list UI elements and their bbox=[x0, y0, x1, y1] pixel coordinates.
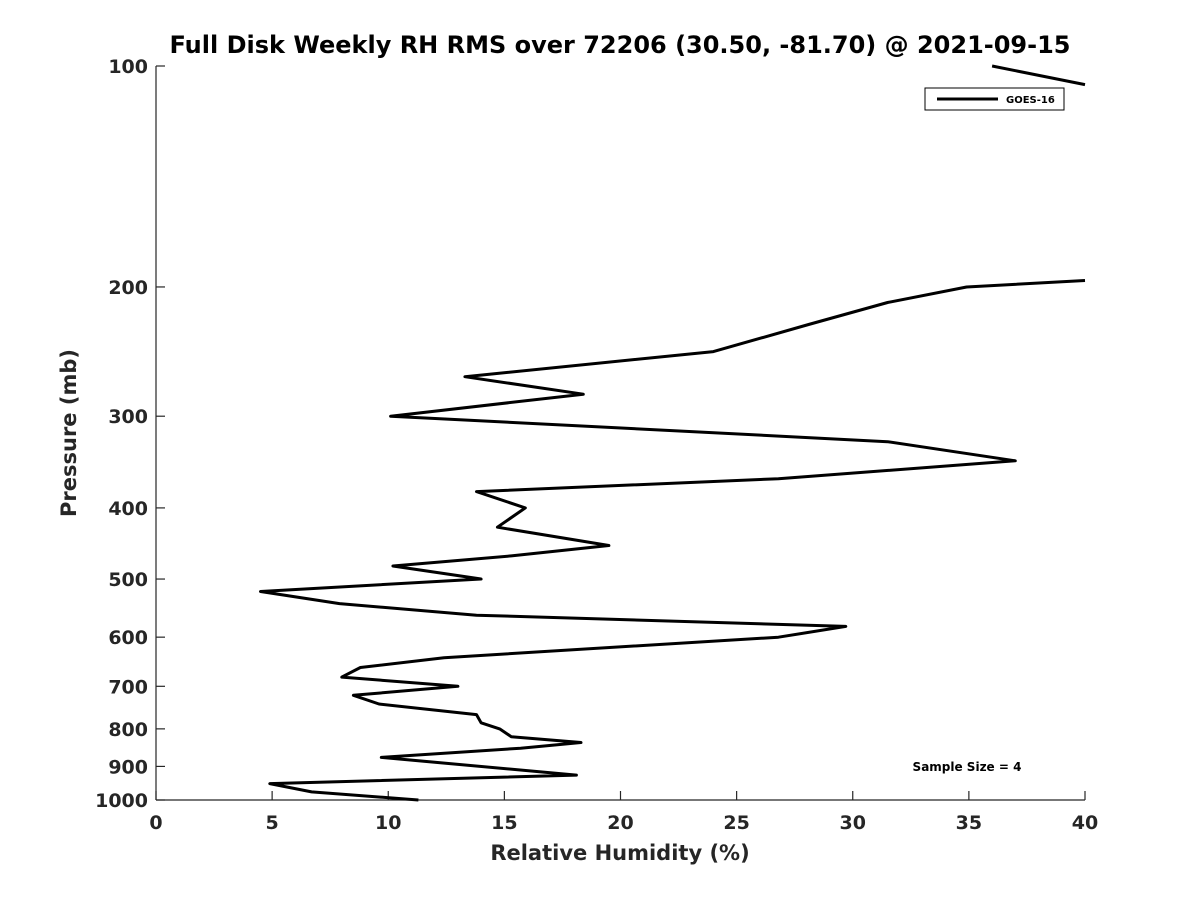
chart-title: Full Disk Weekly RH RMS over 72206 (30.5… bbox=[169, 31, 1070, 59]
y-tick-label: 300 bbox=[108, 406, 148, 428]
x-tick-label: 35 bbox=[956, 812, 982, 834]
y-tick-label: 200 bbox=[108, 277, 148, 299]
legend-label-goes-16: GOES-16 bbox=[1006, 95, 1055, 106]
y-tick-label: 600 bbox=[108, 627, 148, 649]
y-tick-label: 100 bbox=[108, 56, 148, 78]
y-tick-label: 1000 bbox=[95, 790, 148, 812]
axis-ticks: 0 5 10 15 20 25 30 35 40 100 200 300 400 500 600 700 800… bbox=[95, 56, 1098, 834]
x-tick-label: 15 bbox=[491, 812, 517, 834]
x-tick-label: 30 bbox=[840, 812, 866, 834]
x-tick-label: 5 bbox=[266, 812, 279, 834]
x-tick-label: 25 bbox=[723, 812, 749, 834]
y-tick-label: 400 bbox=[108, 498, 148, 520]
plot-axes bbox=[155, 66, 1085, 801]
series-line-goes-16-upper bbox=[991, 64, 1086, 87]
legend: GOES-16 bbox=[924, 87, 1065, 111]
y-tick-label: 500 bbox=[108, 569, 148, 591]
y-tick-label: 800 bbox=[108, 719, 148, 741]
x-tick-label: 40 bbox=[1072, 812, 1098, 834]
y-tick-label: 700 bbox=[108, 676, 148, 698]
x-axis-label: Relative Humidity (%) bbox=[490, 841, 749, 865]
x-tick-label: 0 bbox=[149, 812, 162, 834]
series-line-goes-16 bbox=[259, 279, 1086, 802]
y-axis-label: Pressure (mb) bbox=[57, 349, 81, 517]
sample-size-annotation: Sample Size = 4 bbox=[913, 760, 1022, 774]
x-tick-label: 10 bbox=[375, 812, 401, 834]
x-tick-label: 20 bbox=[607, 812, 633, 834]
y-tick-label: 900 bbox=[108, 756, 148, 778]
